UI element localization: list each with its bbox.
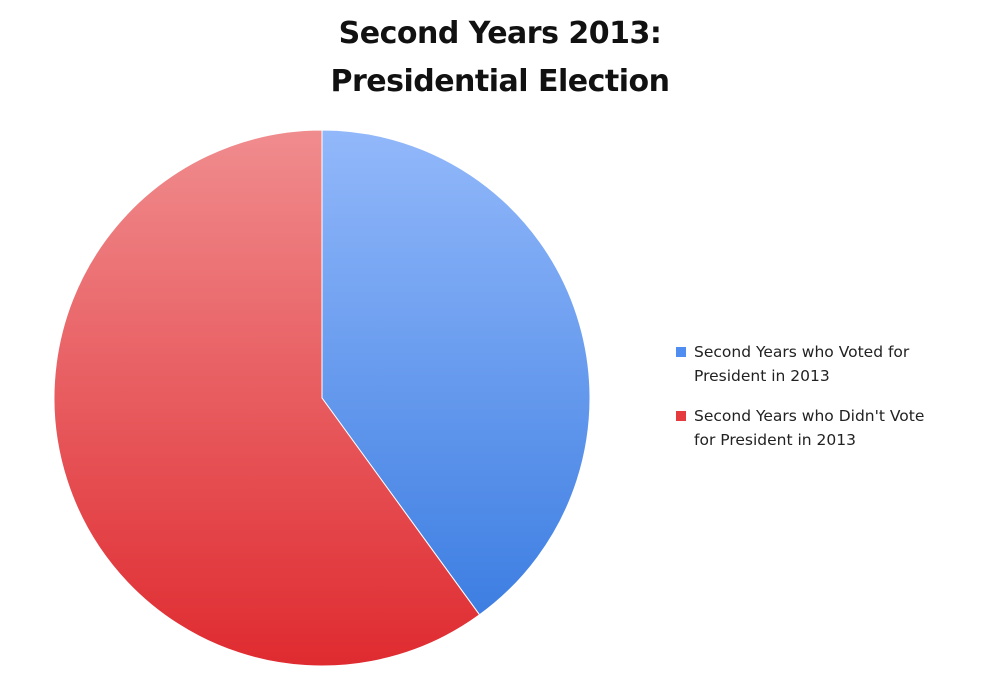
legend-item-voted: Second Years who Voted for President in …	[676, 340, 996, 388]
legend-item-didnt-vote: Second Years who Didn't Vote for Preside…	[676, 404, 996, 452]
chart-title: Second Years 2013: Presidential Election	[250, 10, 750, 106]
legend-label-didnt-vote-line1: Second Years who Didn't Vote	[694, 407, 925, 425]
chart-subtitle: Presidential Election	[330, 64, 670, 99]
chart-legend: Second Years who Voted for President in …	[676, 340, 996, 468]
legend-swatch-didnt-vote	[676, 411, 686, 421]
legend-label-voted-line1: Second Years who Voted for	[694, 343, 910, 361]
legend-label-voted-line2: President in 2013	[694, 367, 830, 385]
legend-label-didnt-vote-line2: for President in 2013	[694, 431, 856, 449]
pie-slice-0	[321, 129, 591, 616]
legend-swatch-voted	[676, 347, 686, 357]
chart-title-line1: Second Years 2013:	[338, 16, 662, 51]
pie-slices	[53, 129, 591, 667]
pie-slice-1	[53, 129, 481, 667]
